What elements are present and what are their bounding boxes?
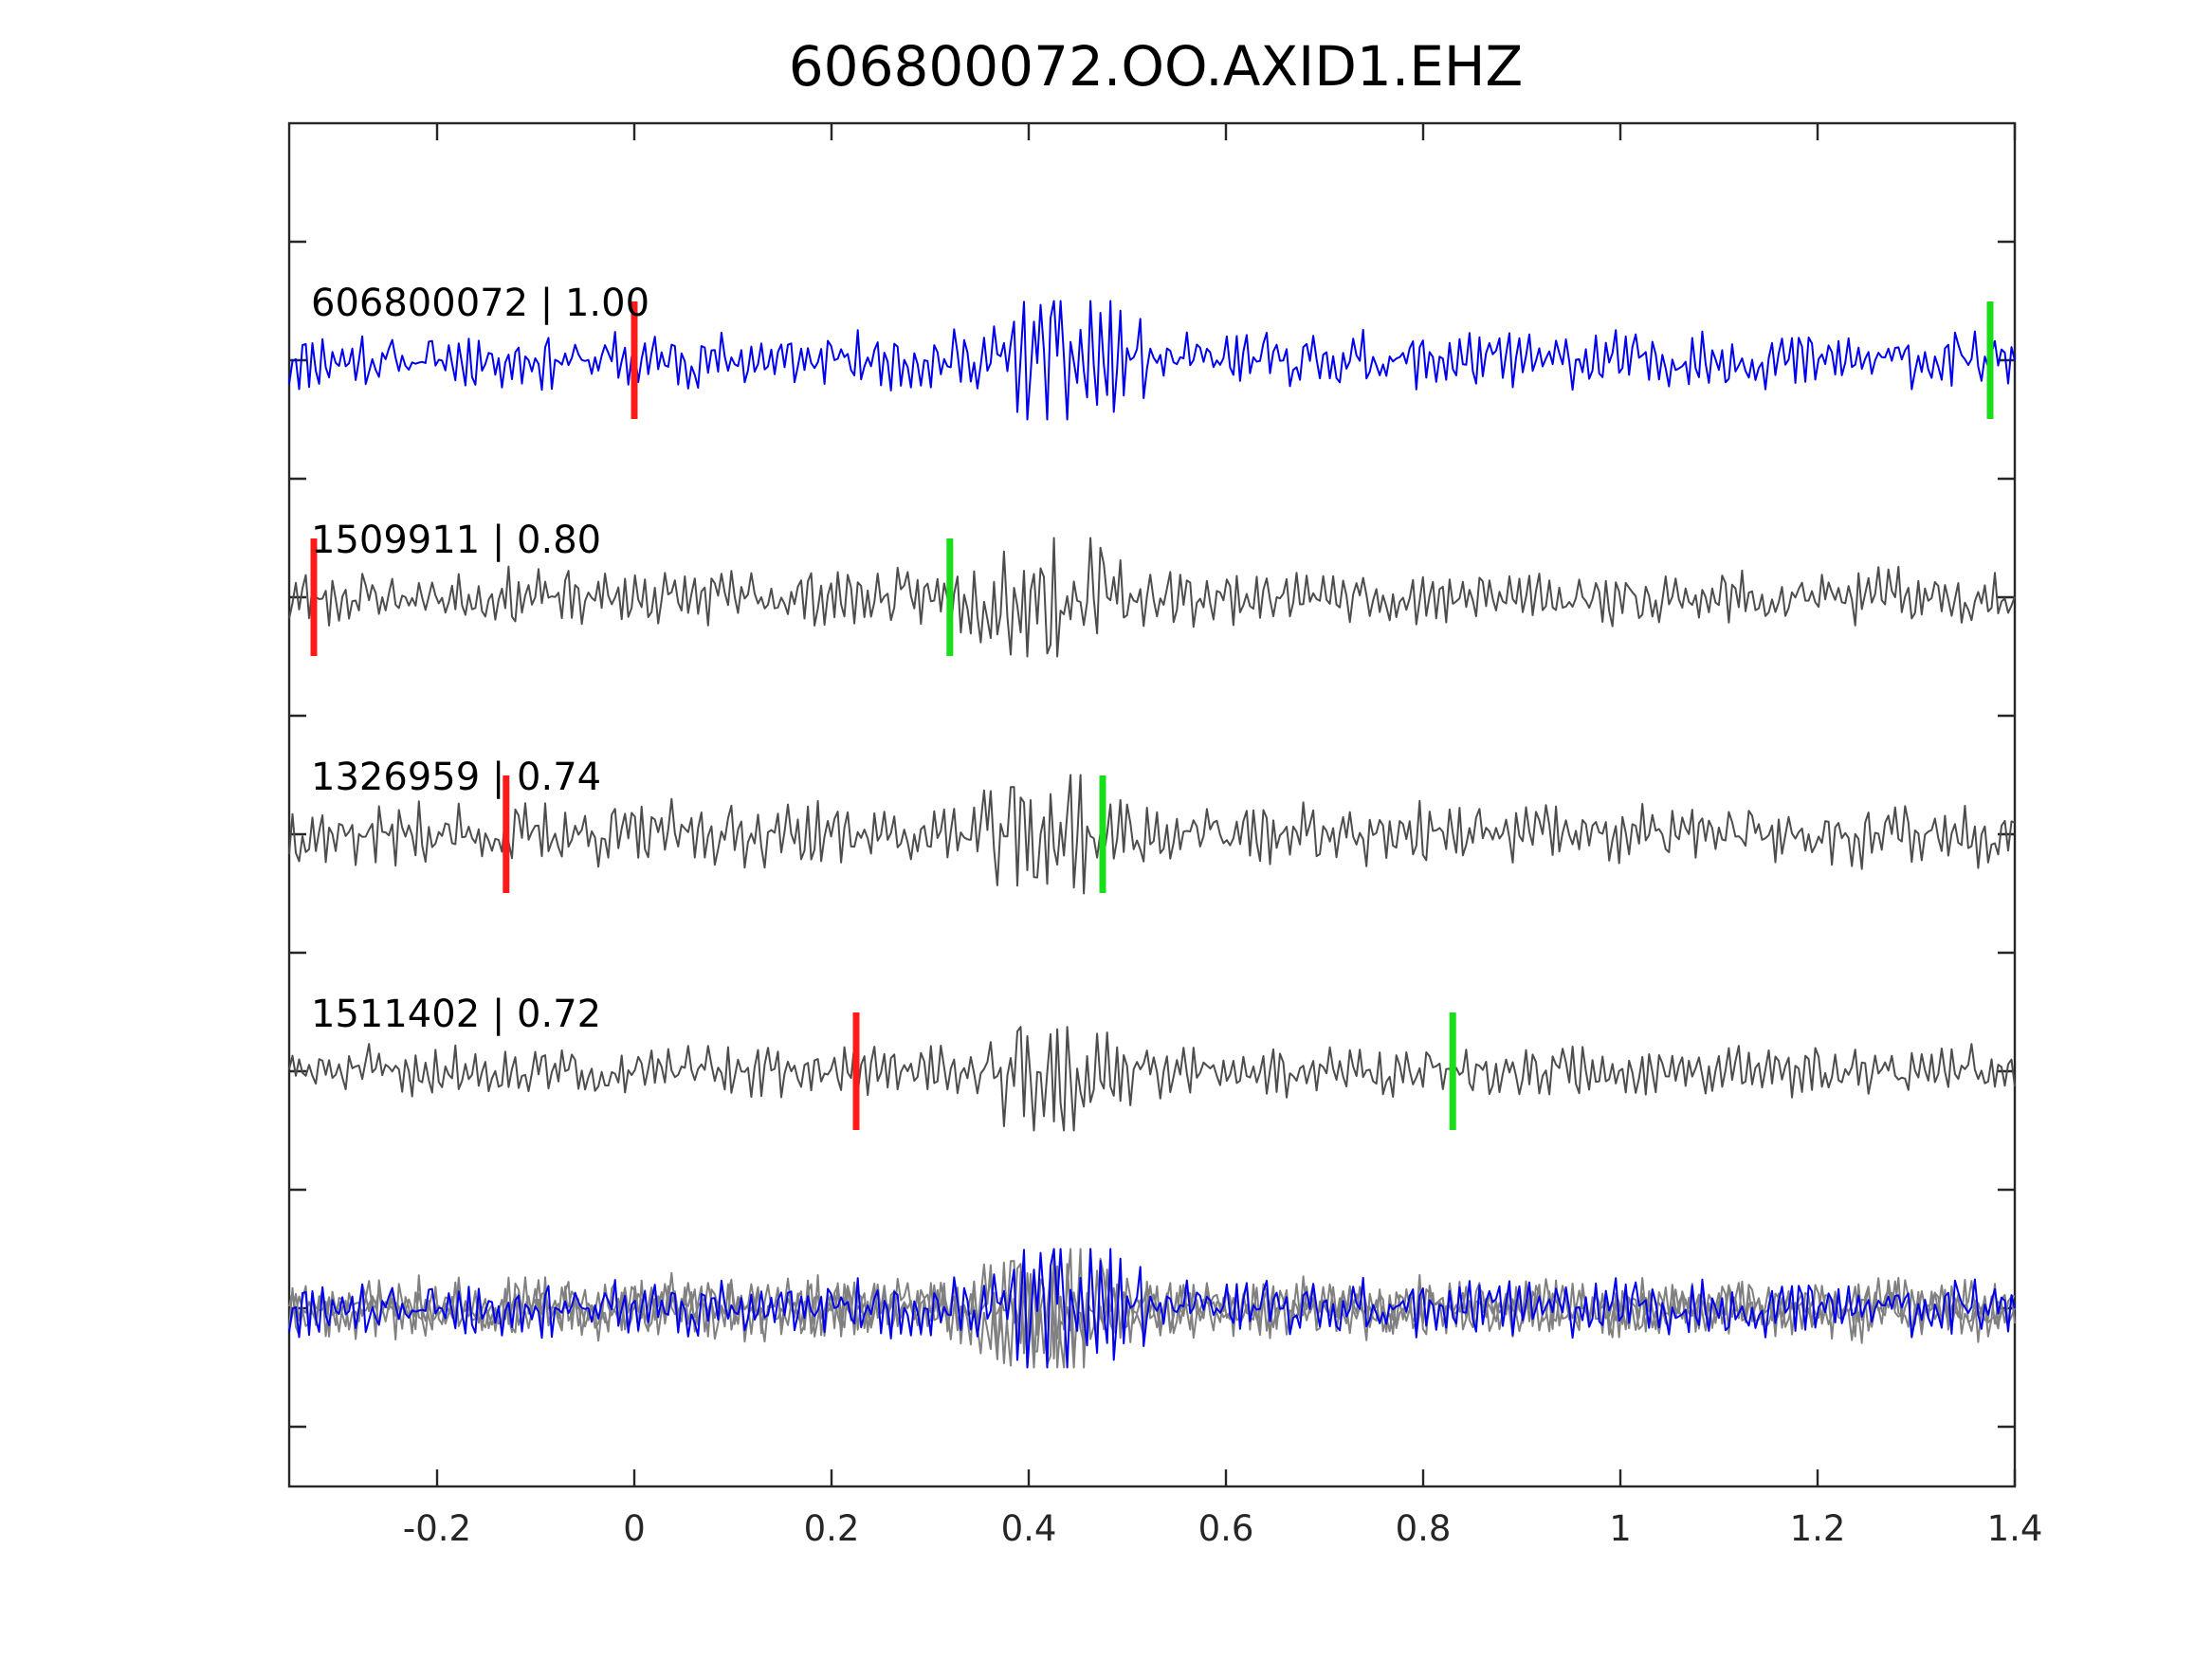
x-tick-label: 0.4 [1001,1508,1057,1549]
plot-area: -0.2 0 0.2 0.4 0.6 0.8 1 1.2 1.4 606800072 | 1.0… [287,121,2043,1549]
trace-1-waveform [288,300,2016,421]
x-tick-label: 0.8 [1396,1508,1452,1549]
x-ticks: -0.2 0 0.2 0.4 0.6 0.8 1 1.2 1.4 [403,123,2043,1549]
x-tick-label: 0 [623,1508,646,1549]
x-tick-label: 0.6 [1198,1508,1254,1549]
trace-3-waveform [288,774,2016,895]
trace-4-waveform [288,1026,2016,1132]
trace-2-label: 1509911 | 0.80 [311,519,601,562]
stack-trace-4 [288,1248,2016,1369]
x-tick-label: 1.4 [1987,1508,2043,1549]
x-tick-label: 0.2 [804,1508,860,1549]
trace-3-label: 1326959 | 0.74 [311,756,601,799]
traces [288,300,2016,1132]
x-tick-label: 1 [1609,1508,1632,1549]
chart-title: 606800072.OO.AXID1.EHZ [789,34,1523,99]
trace-2-waveform [288,537,2016,658]
axes-box [287,121,2017,1488]
trace-1-label: 606800072 | 1.00 [311,282,649,325]
x-tick-label: 1.2 [1790,1508,1846,1549]
x-tick-label: -0.2 [403,1508,471,1549]
trace-4-label: 1511402 | 0.72 [311,993,601,1036]
trace-labels: 606800072 | 1.00 1509911 | 0.80 1326959 | … [311,282,649,1036]
stacked-overlay [288,1248,2016,1369]
